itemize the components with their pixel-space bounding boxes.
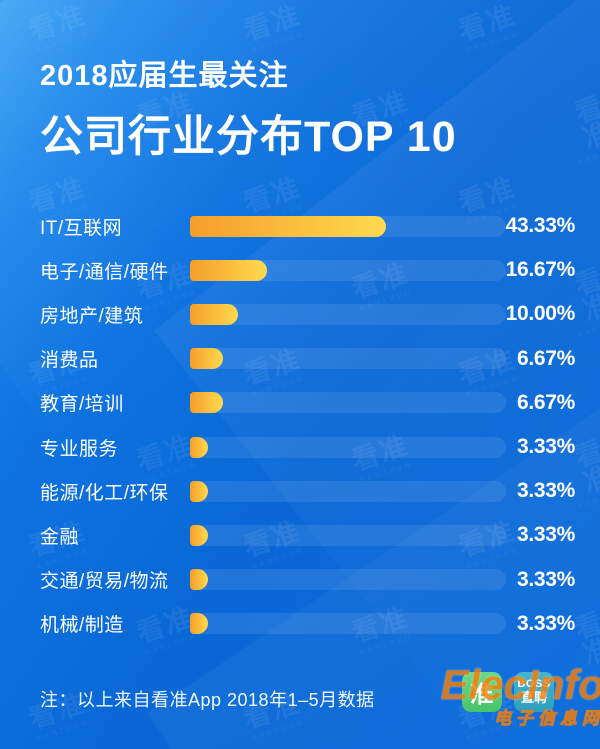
industry-label: IT/互联网 <box>40 217 123 239</box>
kanzhun-app-icon-label: 准 <box>470 681 494 707</box>
bar <box>190 524 208 546</box>
percent-value: 3.33% <box>516 611 575 635</box>
bar-area <box>190 524 520 546</box>
industry-label: 教育/培训 <box>40 394 124 416</box>
bar-track <box>190 569 506 591</box>
bar-area <box>190 480 520 502</box>
industry-label: 电子/通信/硬件 <box>40 261 169 283</box>
chart-title: 公司行业分布TOP 10 <box>40 113 457 161</box>
bar-track <box>190 524 506 546</box>
bar-track <box>190 613 506 635</box>
bar <box>190 569 208 591</box>
bar <box>190 480 208 502</box>
industry-label: 房地产/建筑 <box>40 305 144 327</box>
chart-row: 教育/培训 6.67% <box>0 381 600 425</box>
percent-value: 3.33% <box>516 479 575 503</box>
percent-value: 16.67% <box>505 258 576 282</box>
bar-area <box>190 215 520 237</box>
industry-label: 交通/贸易/物流 <box>40 571 169 593</box>
bar-area <box>190 613 520 635</box>
bar-track <box>190 480 506 502</box>
bar-track <box>190 303 506 325</box>
bar-area <box>190 303 520 325</box>
chart-row: 金融 3.33% <box>0 513 600 557</box>
chart-row: IT/互联网 43.33% <box>0 204 600 248</box>
chart-row: 电子/通信/硬件 16.67% <box>0 248 600 292</box>
percent-value: 6.67% <box>516 346 575 370</box>
bar <box>190 613 208 635</box>
chart-subtitle: 2018应届生最关注 <box>40 60 289 92</box>
boss-icon-label-bottom: 直聘 <box>520 690 547 706</box>
header: 2018应届生最关注 公司行业分布TOP 10 <box>40 52 457 164</box>
industry-label: 能源/化工/环保 <box>40 482 169 504</box>
bar-track <box>190 348 506 370</box>
bar-area <box>190 348 520 370</box>
percent-value: 10.00% <box>505 302 576 326</box>
percent-value: 43.33% <box>505 214 576 238</box>
percent-value: 6.67% <box>516 390 575 414</box>
footer-app-icons: 准 BOSS 直聘 <box>462 672 554 712</box>
bar <box>190 259 267 281</box>
industry-label: 消费品 <box>40 350 99 372</box>
chart-row: 消费品 6.67% <box>0 337 600 381</box>
chart-row: 交通/贸易/物流 3.33% <box>0 558 600 602</box>
percent-value: 3.33% <box>516 523 575 547</box>
industry-label: 机械/制造 <box>40 615 124 637</box>
bar-area <box>190 436 520 458</box>
kanzhun-app-icon: 准 <box>462 672 502 712</box>
bar-chart: IT/互联网 43.33% 电子/通信/硬件 16.67% 房地产/建筑 10.… <box>0 204 600 646</box>
bar <box>190 436 208 458</box>
percent-value: 3.33% <box>516 567 575 591</box>
percent-value: 3.33% <box>516 435 575 459</box>
bar-track <box>190 392 506 414</box>
boss-icon-label-top: BOSS <box>517 677 551 690</box>
industry-label: 专业服务 <box>40 438 119 460</box>
site-watermark-subtext: 电子信息网 <box>493 709 600 728</box>
chart-row: 能源/化工/环保 3.33% <box>0 469 600 513</box>
source-note: 注：以上来自看准App 2018年1–5月数据 <box>40 690 375 710</box>
bar <box>190 303 238 325</box>
chart-row: 房地产/建筑 10.00% <box>0 292 600 336</box>
industry-label: 金融 <box>40 526 80 548</box>
bar-area <box>190 569 520 591</box>
chart-row: 机械/制造 3.33% <box>0 602 600 646</box>
chart-row: 专业服务 3.33% <box>0 425 600 469</box>
bar <box>190 348 223 370</box>
bar <box>190 215 386 237</box>
bar-track <box>190 436 506 458</box>
bar-area <box>190 392 520 414</box>
bar <box>190 392 223 414</box>
bar-track <box>190 259 506 281</box>
bar-area <box>190 259 520 281</box>
boss-zhipin-app-icon: BOSS 直聘 <box>514 672 554 712</box>
